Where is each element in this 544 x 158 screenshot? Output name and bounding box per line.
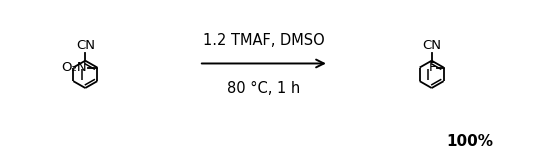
Text: F: F xyxy=(428,61,436,74)
Text: O₂N: O₂N xyxy=(61,61,86,74)
Text: 100%: 100% xyxy=(446,134,493,149)
Text: CN: CN xyxy=(76,39,95,52)
Text: 1.2 TMAF, DMSO: 1.2 TMAF, DMSO xyxy=(203,33,325,48)
Text: CN: CN xyxy=(422,39,441,52)
Text: 80 °C, 1 h: 80 °C, 1 h xyxy=(227,81,300,96)
